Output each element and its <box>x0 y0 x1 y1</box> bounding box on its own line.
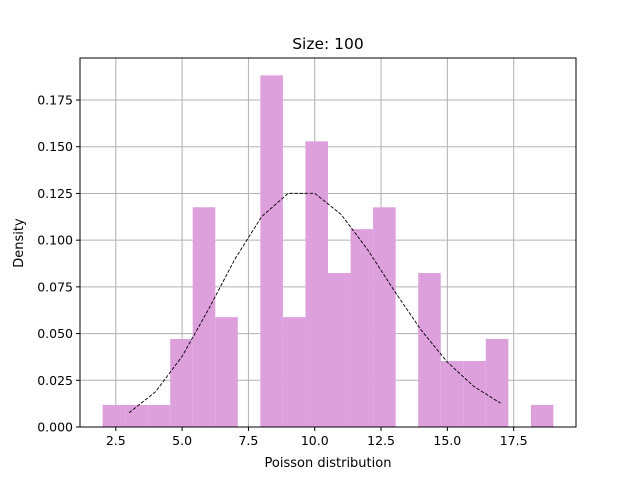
pmf-curve-line <box>128 192 501 414</box>
x-axis-ticks: 2.5 5.0 7.5 10.0 12.5 15.0 17.5 <box>106 427 528 448</box>
y-axis-ticks: 0.000 0.025 0.050 0.075 0.100 0.125 0.150 0.175 <box>37 93 80 435</box>
y-tick-label: 0.000 <box>37 420 73 435</box>
y-tick-label: 0.100 <box>37 233 73 248</box>
histogram-bar <box>328 273 351 427</box>
histogram-bar <box>170 339 193 427</box>
chart-title: Size: 100 <box>292 35 364 53</box>
y-tick-label: 0.175 <box>37 93 73 108</box>
y-axis-label: Density <box>12 218 27 268</box>
histogram-bar <box>125 404 148 427</box>
histogram-bar <box>260 75 283 427</box>
y-tick-label: 0.050 <box>37 326 73 341</box>
histogram-bar <box>418 273 441 427</box>
y-tick-label: 0.075 <box>37 279 73 294</box>
x-tick-label: 2.5 <box>106 433 126 448</box>
density-curve <box>128 192 501 414</box>
histogram-bar <box>463 361 486 427</box>
histogram-bar <box>485 339 509 427</box>
x-tick-label: 7.5 <box>238 433 258 448</box>
x-tick-label: 17.5 <box>500 433 528 448</box>
x-tick-label: 5.0 <box>172 433 192 448</box>
x-tick-label: 12.5 <box>367 433 395 448</box>
y-tick-label: 0.150 <box>37 139 73 154</box>
histogram-bar <box>440 361 464 427</box>
x-axis-label: Poisson distribution <box>265 456 392 471</box>
y-tick-label: 0.025 <box>37 373 73 388</box>
x-tick-label: 10.0 <box>301 433 329 448</box>
y-tick-label: 0.125 <box>37 186 73 201</box>
histogram-bar <box>282 317 306 427</box>
histogram-bar <box>305 141 328 427</box>
histogram-bar <box>102 404 126 427</box>
plot-frame <box>79 57 577 428</box>
histogram-bar <box>373 207 396 427</box>
histogram-bars <box>102 75 554 427</box>
histogram-bar <box>215 317 238 427</box>
histogram-bar <box>350 229 374 427</box>
histogram-bar <box>147 404 171 427</box>
histogram-bar <box>530 404 554 427</box>
x-tick-label: 15.0 <box>433 433 461 448</box>
